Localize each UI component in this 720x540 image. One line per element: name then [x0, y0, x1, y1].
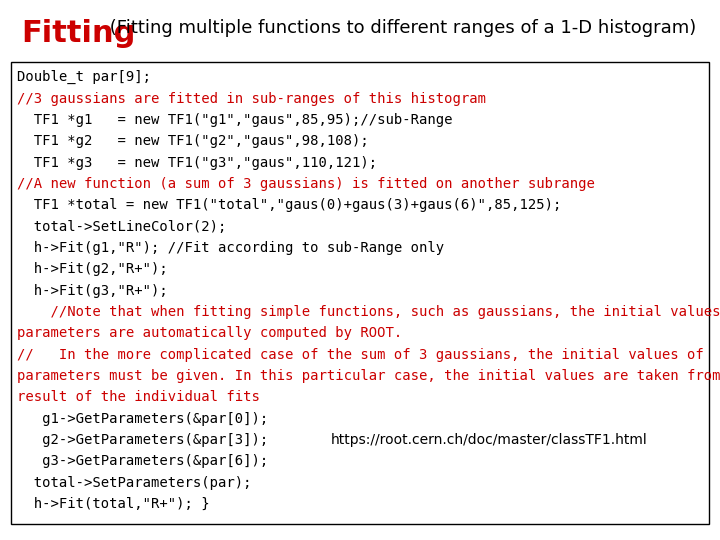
Text: parameters must be given. In this particular case, the initial values are taken : parameters must be given. In this partic…: [17, 369, 720, 383]
Text: //Note that when fitting simple functions, such as gaussians, the initial values: //Note that when fitting simple function…: [17, 305, 720, 319]
Text: total->SetParameters(par);: total->SetParameters(par);: [17, 476, 251, 490]
Text: //A new function (a sum of 3 gaussians) is fitted on another subrange: //A new function (a sum of 3 gaussians) …: [17, 177, 595, 191]
Text: h->Fit(g2,"R+");: h->Fit(g2,"R+");: [17, 262, 167, 276]
Text: Double_t par[9];: Double_t par[9];: [17, 70, 150, 84]
Text: TF1 *total = new TF1("total","gaus(0)+gaus(3)+gaus(6)",85,125);: TF1 *total = new TF1("total","gaus(0)+ga…: [17, 198, 561, 212]
Text: h->Fit(g1,"R"); //Fit according to sub-Range only: h->Fit(g1,"R"); //Fit according to sub-R…: [17, 241, 444, 255]
Text: //3 gaussians are fitted in sub-ranges of this histogram: //3 gaussians are fitted in sub-ranges o…: [17, 92, 485, 105]
Text: result of the individual fits: result of the individual fits: [17, 390, 259, 404]
Text: g2->GetParameters(&par[3]);: g2->GetParameters(&par[3]);: [17, 433, 268, 447]
Text: h->Fit(total,"R+"); }: h->Fit(total,"R+"); }: [17, 497, 210, 511]
Text: //   In the more complicated case of the sum of 3 gaussians, the initial values : // In the more complicated case of the s…: [17, 348, 703, 362]
Text: TF1 *g3   = new TF1("g3","gaus",110,121);: TF1 *g3 = new TF1("g3","gaus",110,121);: [17, 156, 377, 170]
Text: g1->GetParameters(&par[0]);: g1->GetParameters(&par[0]);: [17, 411, 268, 426]
Text: g3->GetParameters(&par[6]);: g3->GetParameters(&par[6]);: [17, 454, 268, 468]
Text: TF1 *g2   = new TF1("g2","gaus",98,108);: TF1 *g2 = new TF1("g2","gaus",98,108);: [17, 134, 369, 148]
Text: h->Fit(g3,"R+");: h->Fit(g3,"R+");: [17, 284, 167, 298]
Text: https://root.cern.ch/doc/master/classTF1.html: https://root.cern.ch/doc/master/classTF1…: [331, 433, 648, 447]
Text: TF1 *g1   = new TF1("g1","gaus",85,95);//sub-Range: TF1 *g1 = new TF1("g1","gaus",85,95);//s…: [17, 113, 452, 127]
Text: Fitting: Fitting: [22, 19, 136, 48]
Text: total->SetLineColor(2);: total->SetLineColor(2);: [17, 220, 226, 234]
Text: parameters are automatically computed by ROOT.: parameters are automatically computed by…: [17, 326, 402, 340]
Text: (Fitting multiple functions to different ranges of a 1-D histogram): (Fitting multiple functions to different…: [104, 19, 697, 37]
